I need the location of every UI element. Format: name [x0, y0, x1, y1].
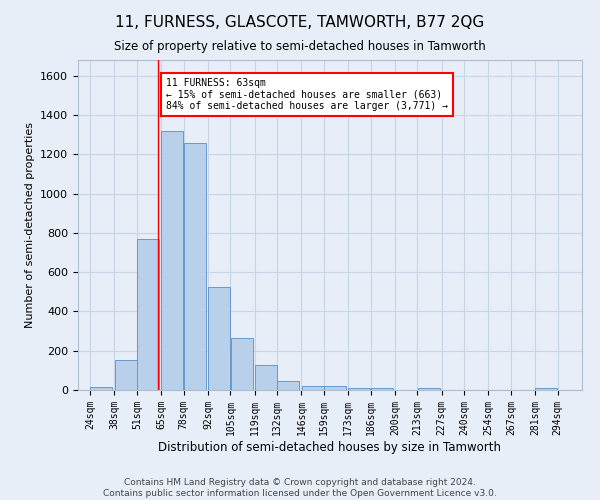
Text: 11, FURNESS, GLASCOTE, TAMWORTH, B77 2QG: 11, FURNESS, GLASCOTE, TAMWORTH, B77 2QG: [115, 15, 485, 30]
Bar: [371, 388, 393, 390]
Bar: [208, 287, 230, 390]
Bar: [230, 338, 253, 390]
Bar: [324, 386, 346, 390]
Bar: [302, 386, 323, 390]
Bar: [161, 130, 184, 390]
Text: Contains HM Land Registry data © Crown copyright and database right 2024.
Contai: Contains HM Land Registry data © Crown c…: [103, 478, 497, 498]
Text: Size of property relative to semi-detached houses in Tamworth: Size of property relative to semi-detach…: [114, 40, 486, 53]
X-axis label: Distribution of semi-detached houses by size in Tamworth: Distribution of semi-detached houses by …: [158, 440, 502, 454]
Bar: [91, 387, 112, 390]
Bar: [418, 388, 440, 390]
Bar: [184, 144, 206, 390]
Text: 11 FURNESS: 63sqm
← 15% of semi-detached houses are smaller (663)
84% of semi-de: 11 FURNESS: 63sqm ← 15% of semi-detached…: [166, 78, 448, 111]
Bar: [535, 388, 557, 390]
Bar: [349, 388, 370, 390]
Bar: [255, 366, 277, 390]
Y-axis label: Number of semi-detached properties: Number of semi-detached properties: [25, 122, 35, 328]
Bar: [137, 239, 159, 390]
Bar: [115, 360, 137, 390]
Bar: [277, 380, 299, 390]
